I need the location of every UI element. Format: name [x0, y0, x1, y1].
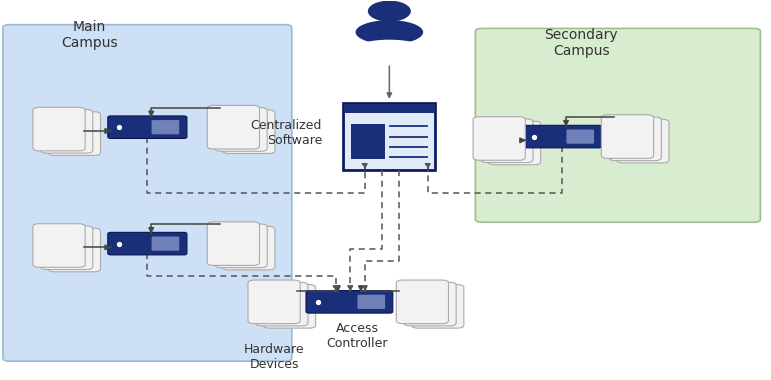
- FancyBboxPatch shape: [207, 105, 260, 149]
- Ellipse shape: [352, 40, 426, 61]
- FancyBboxPatch shape: [476, 28, 760, 222]
- FancyBboxPatch shape: [215, 108, 268, 151]
- Text: Hardware
Devices: Hardware Devices: [244, 343, 305, 371]
- FancyBboxPatch shape: [396, 280, 449, 324]
- Circle shape: [368, 1, 411, 22]
- FancyBboxPatch shape: [352, 124, 385, 159]
- FancyBboxPatch shape: [358, 295, 386, 309]
- Text: Access
Controller: Access Controller: [326, 323, 388, 350]
- Text: Main
Campus: Main Campus: [62, 20, 118, 51]
- Text: Centralized
Software: Centralized Software: [251, 119, 322, 147]
- FancyBboxPatch shape: [345, 104, 433, 113]
- FancyBboxPatch shape: [248, 280, 300, 324]
- FancyBboxPatch shape: [473, 117, 525, 160]
- FancyBboxPatch shape: [3, 25, 291, 361]
- FancyBboxPatch shape: [33, 107, 85, 151]
- FancyBboxPatch shape: [49, 112, 100, 155]
- FancyBboxPatch shape: [215, 224, 268, 268]
- FancyBboxPatch shape: [223, 110, 275, 154]
- FancyBboxPatch shape: [152, 236, 179, 251]
- FancyBboxPatch shape: [412, 285, 464, 328]
- FancyBboxPatch shape: [617, 119, 669, 163]
- FancyBboxPatch shape: [223, 226, 275, 270]
- FancyBboxPatch shape: [41, 109, 93, 153]
- FancyBboxPatch shape: [207, 222, 260, 265]
- FancyBboxPatch shape: [306, 291, 392, 313]
- FancyBboxPatch shape: [108, 232, 187, 255]
- FancyBboxPatch shape: [345, 113, 433, 169]
- FancyBboxPatch shape: [601, 115, 654, 158]
- FancyBboxPatch shape: [567, 130, 594, 144]
- FancyBboxPatch shape: [404, 282, 456, 326]
- FancyBboxPatch shape: [264, 285, 315, 328]
- FancyBboxPatch shape: [523, 125, 601, 148]
- FancyBboxPatch shape: [152, 120, 179, 135]
- FancyBboxPatch shape: [41, 226, 93, 269]
- Text: Secondary
Campus: Secondary Campus: [544, 28, 618, 58]
- FancyBboxPatch shape: [481, 119, 533, 163]
- FancyBboxPatch shape: [49, 228, 100, 272]
- FancyBboxPatch shape: [489, 121, 540, 165]
- FancyBboxPatch shape: [108, 116, 187, 138]
- Ellipse shape: [355, 20, 423, 44]
- FancyBboxPatch shape: [33, 224, 85, 267]
- FancyBboxPatch shape: [343, 103, 436, 171]
- FancyBboxPatch shape: [609, 117, 662, 161]
- FancyBboxPatch shape: [256, 282, 308, 326]
